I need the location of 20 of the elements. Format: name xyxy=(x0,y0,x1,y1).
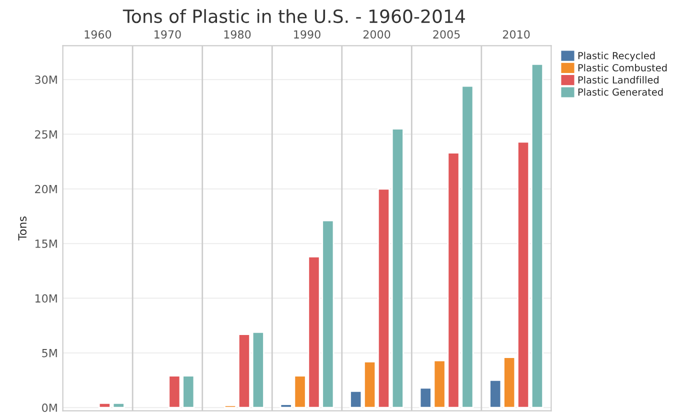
legend-label: Plastic Recycled xyxy=(578,52,655,62)
y-tick-label: 20M xyxy=(35,184,57,194)
x-tick-label: 1970 xyxy=(154,30,181,39)
y-tick-label: 25M xyxy=(35,130,57,139)
y-tick-label: 30M xyxy=(35,76,57,84)
y-tick-label: 5M xyxy=(42,349,57,358)
legend-label: Plastic Combusted xyxy=(578,64,667,72)
y-axis-title: Tons xyxy=(18,216,27,241)
y-tick-label: 15M xyxy=(35,240,57,248)
y-tick-label: 0M xyxy=(42,404,57,412)
legend-label: Plastic Generated xyxy=(578,88,663,96)
x-tick-label: 2000 xyxy=(363,30,390,39)
x-tick-label: 2010 xyxy=(502,30,530,39)
y-tick-label: 10M xyxy=(35,294,57,303)
x-tick-label: 1990 xyxy=(294,30,320,39)
x-tick-label: 2005 xyxy=(433,30,460,39)
legend-label: Plastic Landfilled xyxy=(578,76,658,84)
x-tick-label: 1980 xyxy=(224,30,251,39)
x-tick-label: 1960 xyxy=(84,30,112,39)
chart-title: Tons of Plastic in the U.S. - 1960-2014 xyxy=(122,9,465,24)
